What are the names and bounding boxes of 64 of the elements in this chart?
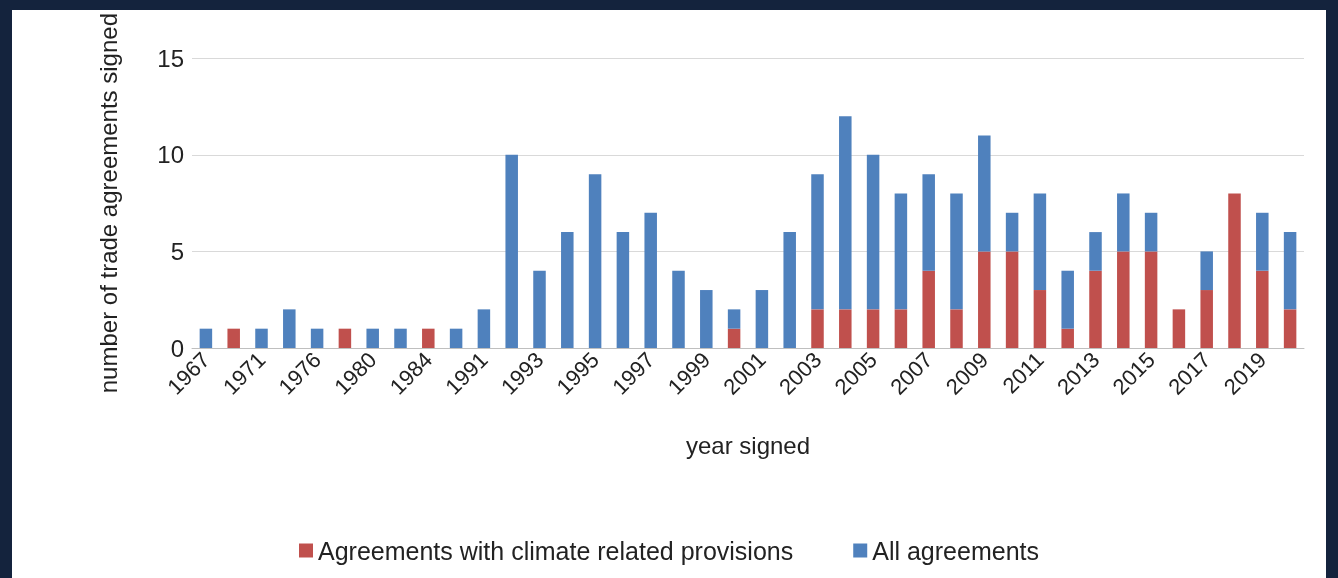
bar	[839, 309, 852, 348]
legend-label: All agreements	[872, 536, 1039, 565]
bar	[199, 328, 213, 348]
bar	[1256, 212, 1269, 271]
bar	[1005, 251, 1019, 348]
y-tick-label: 5	[170, 237, 184, 265]
bar	[950, 193, 963, 310]
bar	[1144, 251, 1158, 348]
bar	[922, 174, 935, 271]
y-axis-title: number of trade agreements signed	[94, 13, 122, 394]
bar	[505, 154, 518, 348]
bar	[727, 309, 741, 329]
bar	[755, 290, 769, 348]
bar	[616, 232, 630, 348]
bar	[811, 309, 824, 348]
bar	[1033, 193, 1047, 291]
bar	[811, 174, 824, 310]
bar	[950, 309, 963, 348]
bar	[978, 135, 991, 252]
bar	[477, 309, 491, 348]
y-tick-label: 10	[157, 141, 184, 169]
bar	[422, 328, 435, 348]
bar	[1005, 212, 1019, 252]
bar	[866, 309, 880, 348]
bar	[1089, 270, 1102, 348]
bar	[255, 328, 268, 348]
bar	[1117, 193, 1130, 252]
bar	[727, 328, 741, 348]
bar	[1200, 251, 1213, 291]
bar	[1061, 328, 1074, 348]
bar	[227, 328, 240, 348]
x-axis-title: year signed	[685, 431, 811, 459]
bar	[1061, 270, 1074, 329]
bar	[1228, 193, 1241, 348]
bar	[449, 328, 463, 348]
bar	[394, 328, 407, 348]
bar	[1089, 232, 1102, 271]
bar	[533, 270, 546, 348]
bar	[338, 328, 352, 348]
bar	[1283, 232, 1297, 310]
bar	[1200, 290, 1213, 348]
y-tick-label: 15	[157, 44, 184, 72]
bar	[866, 154, 880, 310]
bar	[1144, 212, 1158, 252]
bar	[978, 251, 991, 348]
bar	[1256, 270, 1269, 348]
bar	[700, 290, 713, 348]
bar	[366, 328, 379, 348]
bar	[283, 309, 296, 348]
bar	[310, 328, 324, 348]
legend-label: Agreements with climate related provisions	[318, 536, 794, 565]
bar	[1033, 290, 1047, 348]
bar	[922, 270, 935, 348]
bar	[839, 116, 852, 310]
bar	[1117, 251, 1130, 348]
bar	[1283, 309, 1297, 348]
bar	[644, 212, 657, 348]
bar	[894, 193, 908, 310]
bar	[588, 174, 602, 348]
bar	[561, 232, 574, 348]
bar	[783, 232, 796, 348]
bar	[894, 309, 908, 348]
bar	[1172, 309, 1186, 348]
bar	[672, 270, 685, 348]
